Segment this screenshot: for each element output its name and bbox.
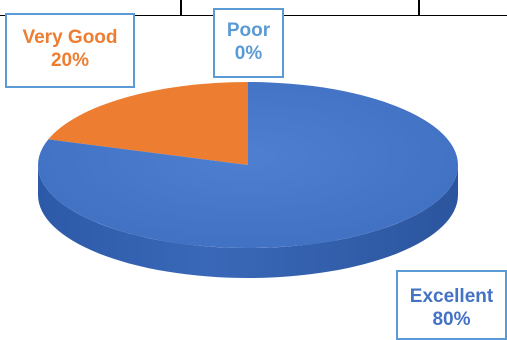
table-cell-divider (418, 0, 420, 16)
pie-slice-excellent (37, 82, 459, 248)
data-label-value: 80% (432, 309, 471, 330)
pie-side-wall (38, 165, 458, 278)
table-cell-divider (180, 0, 182, 16)
data-label-very-good: Very Good 20% (5, 13, 135, 88)
data-label-category: Poor (226, 20, 271, 41)
data-label-excellent: Excellent 80% (396, 270, 507, 340)
data-label-value: 20% (50, 50, 90, 71)
data-label-value: 0% (234, 43, 263, 64)
data-label-poor: Poor 0% (213, 8, 284, 78)
pie-top-face (37, 82, 459, 248)
pie-side-excellent (38, 165, 458, 278)
data-label-category: Excellent (409, 286, 494, 307)
pie-slice-very-good (48, 82, 248, 165)
data-label-category: Very Good (22, 27, 118, 48)
